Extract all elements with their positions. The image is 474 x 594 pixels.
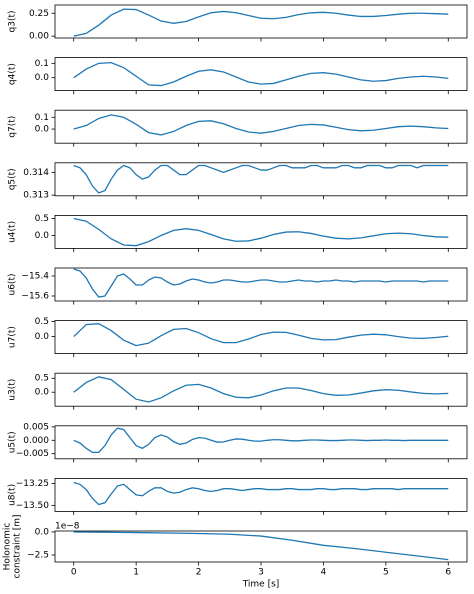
y-tick-label: 0.0 <box>35 231 50 241</box>
subplot: −15.6 −15.4u6(t) <box>8 267 468 305</box>
subplot: 0.0 0.5 u3(t) <box>8 372 468 410</box>
x-tick-label: 6 <box>445 568 451 578</box>
y-axis-label: q7(t) <box>8 116 18 138</box>
y-tick-label: 0.000 <box>23 436 49 446</box>
y-tick-label: 0.0 <box>35 332 50 342</box>
axes-frame <box>54 57 468 91</box>
subplot: −0.005 0.000 0.005 u5(t) <box>8 422 468 463</box>
y-axis-label: q3(t) <box>8 11 18 33</box>
axis-offset-text: 1e−8 <box>55 522 80 532</box>
axes-frame <box>54 320 468 355</box>
y-axis-label: Holonomic <box>3 523 13 571</box>
line-series <box>73 268 449 298</box>
line-series <box>73 8 449 37</box>
y-tick-label: 0.0 <box>35 125 50 135</box>
y-axis-label: u5(t) <box>8 431 18 453</box>
line-series <box>73 114 449 136</box>
y-tick-label: 0.1 <box>35 113 49 123</box>
axes-frame <box>54 530 468 563</box>
y-tick-label: 0.5 <box>35 374 49 384</box>
line-series <box>73 376 449 403</box>
y-axis-label: q5(t) <box>8 168 18 190</box>
line-series <box>73 61 449 87</box>
subplot: 0.00 0.25 q3(t) <box>8 4 468 42</box>
y-tick-label: 0.1 <box>35 59 49 69</box>
x-tick-label: 3 <box>258 568 264 578</box>
x-tick-label: 2 <box>196 568 202 578</box>
line-series <box>73 323 449 347</box>
line-series <box>73 427 449 454</box>
line-series <box>73 531 449 561</box>
axes-frame <box>54 267 468 302</box>
y-tick-label: 0.25 <box>29 9 49 19</box>
x-tick-label: 0 <box>71 568 77 578</box>
y-axis-label: constraint [m] <box>13 515 23 579</box>
line-series <box>73 481 449 506</box>
subplot: 0.0 0.5 u7(t) <box>8 317 468 358</box>
y-tick-label: 0.0 <box>35 73 50 83</box>
line-series <box>73 164 449 194</box>
subplot: 0.0 0.1 q7(t) <box>8 109 468 147</box>
y-tick-label: −0.005 <box>16 449 49 459</box>
axes-frame <box>54 425 468 460</box>
axes-frame <box>54 477 468 512</box>
y-tick-label: 0.0 <box>35 527 50 537</box>
y-tick-label: 0.5 <box>35 317 49 327</box>
y-axis-label: u8(t) <box>8 484 18 506</box>
y-tick-label: 0.005 <box>23 422 49 432</box>
y-axis-label: u3(t) <box>8 379 18 401</box>
y-tick-label: −13.50 <box>16 501 50 511</box>
y-tick-label: 0.0 <box>35 388 50 398</box>
line-series <box>73 217 449 247</box>
y-tick-label: −15.6 <box>21 292 49 302</box>
axes-frame <box>54 372 468 407</box>
x-axis-label: Time [s] <box>242 580 280 590</box>
y-tick-label: −15.4 <box>21 272 49 282</box>
y-tick-label: −2.5 <box>27 550 49 560</box>
y-axis-label: q4(t) <box>8 63 18 85</box>
axes-frame <box>54 4 468 39</box>
axes-frame <box>54 109 468 144</box>
y-tick-label: −13.25 <box>16 479 49 489</box>
y-tick-label: 0.00 <box>29 32 49 42</box>
subplot: 0.0 0.1 q4(t) <box>8 57 468 95</box>
x-tick-label: 5 <box>383 568 389 578</box>
x-tick-label: 1 <box>133 568 139 578</box>
subplot: 0.313 0.314 q5(t) <box>8 162 468 201</box>
y-axis-label: u7(t) <box>8 326 18 348</box>
y-tick-label: 0.5 <box>35 214 49 224</box>
axes-frame <box>54 214 468 249</box>
subplot: −2.5 0.0 0 1 2 3 4 5 6 Holonomic constraint [m] 1e−… <box>3 515 468 590</box>
y-tick-label: 0.313 <box>23 191 49 201</box>
y-tick-label: 0.314 <box>23 168 49 178</box>
y-axis-label: u4(t) <box>8 221 18 243</box>
x-tick-label: 4 <box>321 568 327 578</box>
y-axis-label: u6(t) <box>8 274 18 296</box>
subplot: 0.0 0.5 u4(t) <box>8 214 468 252</box>
axes-frame <box>54 162 468 197</box>
